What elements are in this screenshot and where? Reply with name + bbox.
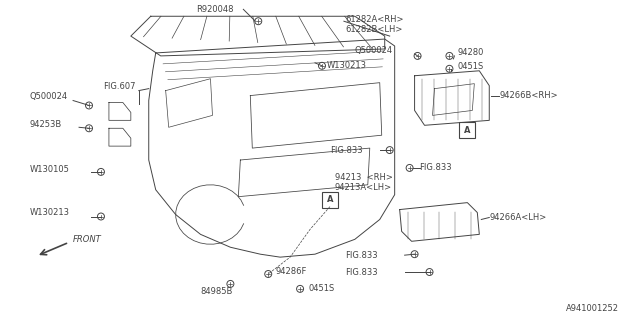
Text: FIG.833: FIG.833 (330, 146, 363, 155)
Text: Q500024: Q500024 (29, 92, 67, 101)
Text: FIG.833: FIG.833 (345, 268, 378, 276)
Text: A941001252: A941001252 (566, 304, 619, 313)
Text: 0451S: 0451S (308, 284, 334, 293)
Text: FIG.833: FIG.833 (420, 164, 452, 172)
Text: 94266B<RH>: 94266B<RH> (499, 91, 558, 100)
Text: FRONT: FRONT (73, 235, 102, 244)
Text: W130213: W130213 (29, 208, 69, 217)
Text: 94280: 94280 (458, 48, 484, 57)
Text: 94213A<LH>: 94213A<LH> (335, 183, 392, 192)
Text: W130105: W130105 (29, 165, 69, 174)
Text: 94266A<LH>: 94266A<LH> (489, 213, 547, 222)
Text: 94213  <RH>: 94213 <RH> (335, 173, 393, 182)
Text: A: A (464, 126, 470, 135)
Text: 61282A<RH>: 61282A<RH> (345, 15, 403, 24)
Text: R920048: R920048 (196, 5, 234, 14)
Text: W130213: W130213 (327, 61, 367, 70)
Text: A: A (326, 195, 333, 204)
Text: 84985B: 84985B (200, 287, 233, 296)
Text: 0451S: 0451S (458, 62, 484, 71)
Text: 94253B: 94253B (29, 120, 61, 129)
Text: Q500024: Q500024 (355, 46, 393, 55)
Text: FIG.833: FIG.833 (345, 251, 378, 260)
Text: FIG.607: FIG.607 (103, 82, 136, 91)
Text: 61282B<LH>: 61282B<LH> (345, 25, 403, 34)
Text: 94286F: 94286F (275, 267, 307, 276)
